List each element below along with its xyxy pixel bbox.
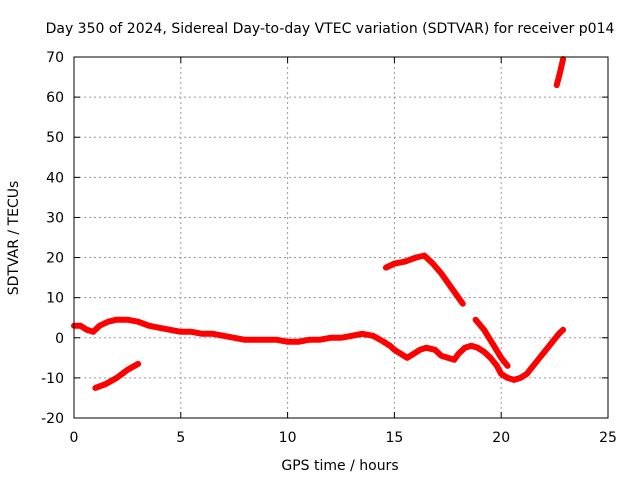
x-tick-label-0: 0	[70, 430, 79, 446]
y-tick-label-9: 70	[46, 50, 64, 66]
data-series-group	[71, 56, 567, 391]
y-tick-label-5: 30	[46, 210, 64, 226]
y-tick-label-3: 10	[46, 291, 64, 307]
x-tick-label-2: 10	[279, 430, 297, 446]
x-tick-label-4: 20	[492, 430, 510, 446]
y-tick-label-2: 0	[55, 331, 64, 347]
y-tick-label-0: -20	[41, 411, 64, 427]
chart-title: Day 350 of 2024, Sidereal Day-to-day VTE…	[46, 21, 615, 37]
x-axis-label: GPS time / hours	[281, 458, 398, 474]
series-top-right-segment	[553, 56, 567, 89]
x-tick-label-5: 25	[599, 430, 617, 446]
y-tick-label-7: 50	[46, 130, 64, 146]
y-tick-label-8: 60	[46, 90, 64, 106]
x-tick-label-3: 15	[385, 430, 403, 446]
series-main-trace	[71, 316, 567, 383]
y-tick-label-4: 20	[46, 251, 64, 267]
y-tick-label-6: 40	[46, 170, 64, 186]
series-descending-segment	[472, 316, 511, 369]
series-upper-arc-segment	[382, 252, 466, 307]
plot-frame	[73, 56, 609, 419]
grid-lines	[74, 57, 608, 418]
series-short-rising-segment	[92, 360, 142, 391]
y-axis-label: SDTVAR / TECUs	[6, 181, 22, 296]
y-tick-label-1: -10	[41, 371, 64, 387]
axis-ticks: 0 5 10 15 20 25 -20 -10 0 10 20 30 40 50 60 70	[41, 50, 617, 446]
x-tick-label-1: 5	[176, 430, 185, 446]
